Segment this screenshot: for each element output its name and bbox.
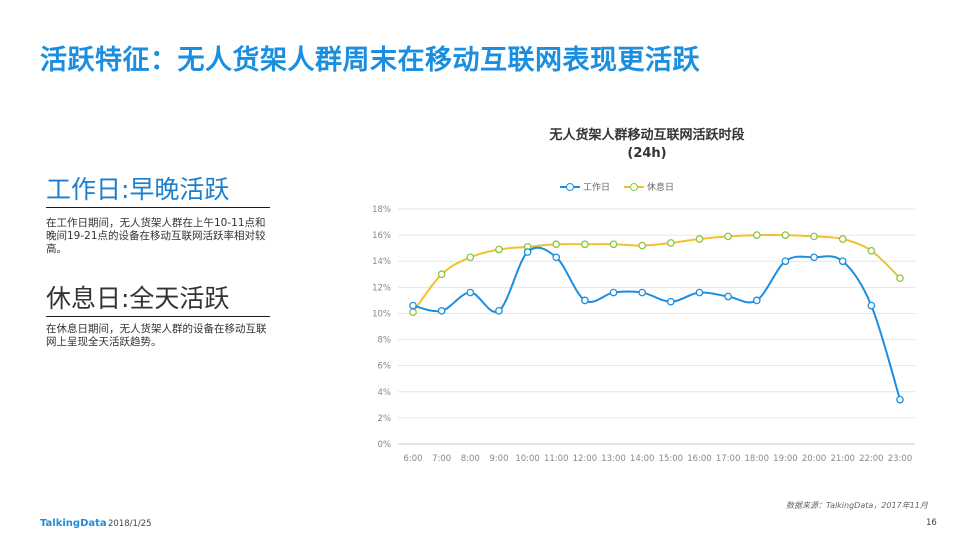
data-point bbox=[810, 232, 818, 241]
footer-date: 2018/1/25 bbox=[108, 519, 152, 529]
legend-label-weekend: 休息日 bbox=[647, 183, 675, 193]
data-point bbox=[523, 248, 532, 256]
x-tick-label: 18:00 bbox=[745, 454, 770, 464]
section-body-weekday: 在工作日期间，无人货架人群在上午10-11点和晚间19-21点的设备在移动互联网… bbox=[46, 217, 266, 255]
footer-logo: TalkingData bbox=[40, 518, 107, 529]
x-tick-label: 12:00 bbox=[573, 454, 598, 464]
data-point bbox=[896, 274, 904, 283]
data-point bbox=[609, 240, 618, 249]
x-tick-label: 8:00 bbox=[461, 454, 480, 464]
y-tick-label: 8% bbox=[378, 336, 392, 346]
x-tick-label: 23:00 bbox=[888, 454, 913, 464]
x-tick-label: 17:00 bbox=[716, 454, 741, 464]
y-tick-label: 4% bbox=[378, 388, 392, 398]
data-point bbox=[724, 232, 732, 241]
data-point bbox=[437, 306, 446, 315]
data-point bbox=[437, 270, 446, 279]
y-tick-label: 2% bbox=[378, 414, 392, 424]
y-tick-label: 6% bbox=[378, 362, 392, 372]
data-point bbox=[638, 288, 647, 297]
data-point bbox=[867, 301, 876, 310]
data-point bbox=[552, 240, 561, 249]
data-point bbox=[581, 296, 589, 305]
data-point bbox=[781, 231, 790, 239]
x-tick-label: 16:00 bbox=[687, 454, 712, 464]
data-point bbox=[724, 292, 732, 301]
legend-label-weekday: 工作日 bbox=[583, 183, 611, 193]
data-point bbox=[752, 296, 761, 305]
section-heading-weekend: 休息日:全天活跃 bbox=[46, 284, 230, 313]
page-number: 16 bbox=[926, 518, 937, 528]
x-tick-label: 6:00 bbox=[403, 454, 422, 464]
x-tick-label: 9:00 bbox=[489, 454, 508, 464]
x-tick-label: 11:00 bbox=[544, 454, 569, 464]
legend-line-marker-icon bbox=[560, 182, 580, 192]
x-tick-label: 19:00 bbox=[773, 454, 798, 464]
data-point bbox=[781, 257, 790, 266]
page-title: 活跃特征：无人货架人群周末在移动互联网表现更活跃 bbox=[40, 45, 700, 76]
series-weekday bbox=[409, 246, 904, 404]
x-tick-label: 20:00 bbox=[802, 454, 827, 464]
y-tick-label: 18% bbox=[372, 205, 391, 215]
x-tick-label: 13:00 bbox=[601, 454, 626, 464]
legend-item-weekday: 工作日 bbox=[560, 180, 610, 193]
y-tick-label: 16% bbox=[372, 231, 391, 241]
y-tick-label: 10% bbox=[372, 309, 391, 319]
section-heading-weekday: 工作日:早晚活跃 bbox=[46, 175, 230, 204]
data-point bbox=[838, 257, 847, 266]
x-tick-label: 7:00 bbox=[432, 454, 451, 464]
data-point bbox=[466, 288, 475, 297]
data-point bbox=[409, 301, 417, 310]
data-point bbox=[695, 288, 704, 297]
series-line bbox=[412, 233, 901, 313]
chart-title: 无人货架人群移动互联网活跃时段 (24h) bbox=[517, 127, 777, 163]
data-point bbox=[552, 253, 561, 262]
chart-legend: 工作日 休息日 bbox=[560, 180, 674, 193]
x-tick-label: 10:00 bbox=[515, 454, 540, 464]
series-weekend bbox=[409, 231, 904, 316]
y-tick-label: 0% bbox=[378, 440, 392, 450]
data-point bbox=[666, 297, 675, 306]
legend-line-marker-icon bbox=[624, 182, 645, 192]
data-source-note: 数据来源：TalkingData，2017年11月 bbox=[786, 501, 928, 510]
series-line bbox=[412, 246, 901, 400]
y-tick-label: 14% bbox=[372, 257, 391, 267]
x-tick-label: 15:00 bbox=[659, 454, 684, 464]
data-point bbox=[638, 241, 647, 250]
data-point bbox=[666, 239, 675, 247]
data-point bbox=[466, 253, 475, 262]
data-point bbox=[581, 240, 589, 249]
section-body-weekend: 在休息日期间，无人货架人群的设备在移动互联网上呈现全天活跃趋势。 bbox=[46, 323, 267, 348]
data-point bbox=[752, 231, 761, 239]
data-point bbox=[810, 253, 818, 262]
data-point bbox=[838, 235, 847, 243]
x-tick-label: 22:00 bbox=[859, 454, 884, 464]
divider bbox=[46, 207, 270, 208]
legend-item-weekend: 休息日 bbox=[624, 180, 674, 193]
data-point bbox=[867, 246, 876, 255]
chart-title-main: 无人货架人群移动互联网活跃时段 bbox=[549, 128, 745, 143]
data-point bbox=[495, 245, 503, 254]
data-point bbox=[695, 235, 704, 243]
data-point bbox=[495, 306, 503, 315]
data-point bbox=[896, 395, 904, 404]
x-tick-label: 14:00 bbox=[630, 454, 655, 464]
chart-subtitle: (24h) bbox=[627, 146, 667, 161]
x-tick-label: 21:00 bbox=[830, 454, 855, 464]
data-point bbox=[409, 308, 417, 316]
divider bbox=[46, 316, 270, 317]
y-tick-label: 12% bbox=[372, 283, 391, 293]
data-point bbox=[609, 288, 618, 297]
